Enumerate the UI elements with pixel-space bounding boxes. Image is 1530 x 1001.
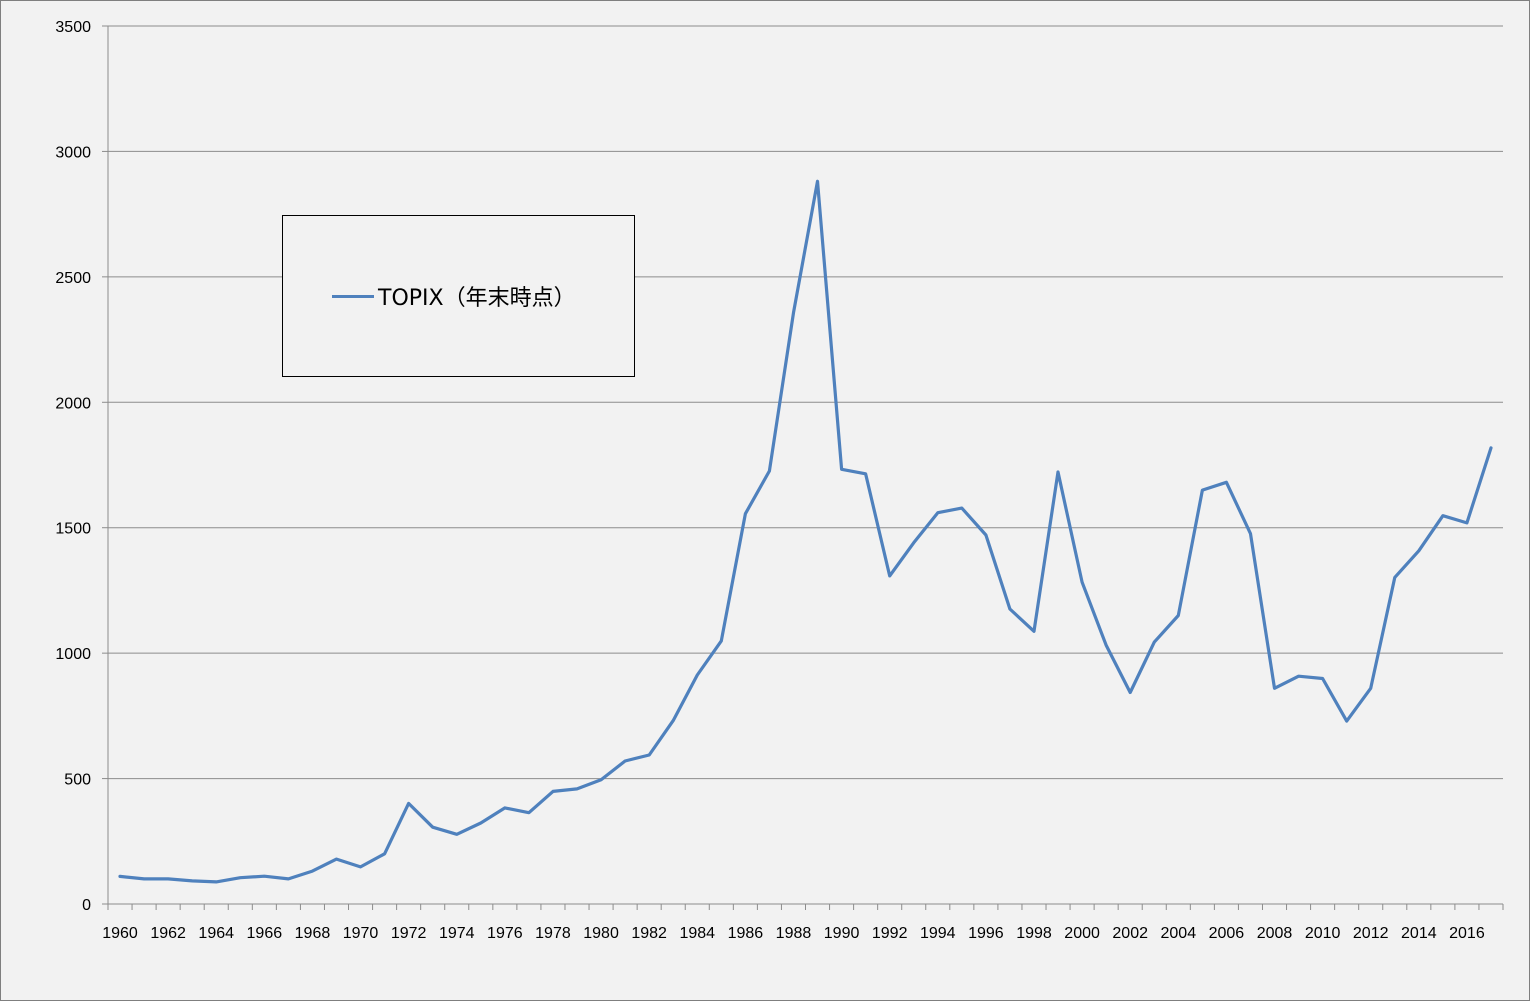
x-tick-label: 2000 [1064,925,1100,942]
y-tick-label: 3500 [55,19,91,36]
x-tick-label: 1978 [535,925,571,942]
x-tick-label: 1998 [1016,925,1052,942]
x-tick-label: 1986 [728,925,764,942]
x-tick-label: 1962 [150,925,186,942]
gridlines [108,25,1503,780]
x-tick-label: 1966 [247,925,283,942]
x-tick-label: 1982 [631,925,667,942]
y-tick-label: 500 [64,772,91,789]
y-tick-label: 3000 [55,144,91,161]
x-tick-label: 1996 [968,925,1004,942]
x-tick-label: 1990 [824,925,860,942]
x-tick-label: 1988 [776,925,812,942]
x-tick-label: 1972 [391,925,427,942]
x-tick-label: 2002 [1112,925,1148,942]
y-tick-label: 2000 [55,395,91,412]
y-tick-label: 0 [82,897,91,914]
x-tick-label: 2012 [1353,925,1389,942]
y-tick-label: 1000 [55,646,91,663]
x-tick-label: 1970 [343,925,379,942]
axes [102,25,1504,910]
x-tick-label: 1976 [487,925,523,942]
x-tick-label: 1992 [872,925,908,942]
y-tick-label: 1500 [55,521,91,538]
series-layer [118,179,1493,884]
x-tick-label: 2008 [1257,925,1293,942]
legend: TOPIX（年末時点） [282,215,635,377]
x-tick-label: 2006 [1209,925,1245,942]
x-tick-label: 2004 [1161,925,1197,942]
x-tick-label: 1974 [439,925,475,942]
x-tick-label: 1984 [679,925,715,942]
legend-label: TOPIX（年末時点） [378,286,576,311]
x-tick-label: 1980 [583,925,619,942]
x-tick-label: 2016 [1449,925,1485,942]
tick-labels: 0 500 1000 1500 2000 2500 3000 3500 1960 1962 1964… [55,19,1484,942]
y-tick-label: 2500 [55,270,91,287]
series-line-topix [118,179,1493,884]
x-tick-label: 2014 [1401,925,1437,942]
x-tick-label: 1960 [102,925,138,942]
x-tick-label: 1994 [920,925,956,942]
x-tick-label: 1964 [198,925,234,942]
x-tick-label: 2010 [1305,925,1341,942]
x-tick-label: 1968 [295,925,331,942]
legend-line-swatch [332,295,374,298]
